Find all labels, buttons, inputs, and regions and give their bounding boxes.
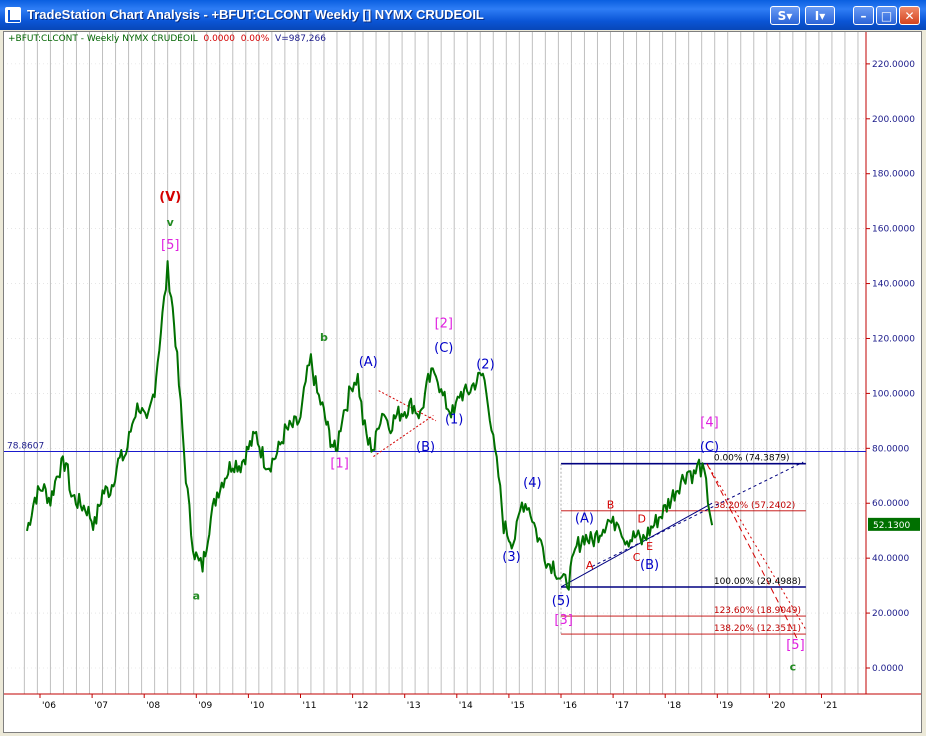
wave-label: (A) (575, 511, 594, 526)
y-tick-label: 200.0000 (872, 115, 915, 125)
tradestation-app-icon (5, 7, 21, 23)
wave-label: (1) (445, 413, 463, 428)
x-tick-label: '15 (511, 701, 525, 711)
fib-level-label: 138.20% (12.3511) (714, 624, 801, 634)
wave-label: c (790, 661, 797, 674)
wave-label: (2) (476, 358, 494, 373)
maximize-icon[interactable]: □ (876, 6, 897, 25)
x-tick-label: '08 (146, 701, 160, 711)
change-percent: 0.00% (240, 34, 270, 44)
trendline-triangle-top[interactable] (378, 390, 437, 422)
wave-label: (B) (416, 440, 435, 455)
wave-label: E (646, 540, 653, 553)
reference-line-group: 78.8607 (4, 441, 866, 452)
wave-label: A (586, 559, 594, 572)
x-tick-label: '12 (355, 701, 369, 711)
insert-menu-button[interactable]: I▾ (805, 6, 835, 25)
wave-label: (5) (552, 594, 570, 609)
wave-label: B (607, 499, 615, 512)
wave-label: (3) (502, 550, 520, 565)
wave-label: (C) (434, 341, 453, 356)
wave-label: C (633, 551, 641, 564)
wave-label: (B) (640, 558, 659, 573)
x-tick-label: '21 (824, 701, 838, 711)
x-tick-label: '14 (459, 701, 473, 711)
chart-area[interactable]: 78.8607 0.00% (74.3879) 38.20% (57.2402) 1… (3, 31, 922, 733)
fib-retracement-group[interactable]: 0.00% (74.3879) 38.20% (57.2402) 100.00% (… (560, 454, 806, 635)
volume-readout: V=987,266 (275, 34, 326, 44)
wave-label: [1] (330, 457, 348, 472)
y-tick-label: 0.0000 (872, 664, 904, 674)
price-chart[interactable]: 78.8607 0.00% (74.3879) 38.20% (57.2402) 1… (4, 32, 922, 733)
minimize-icon[interactable]: – (853, 6, 874, 25)
close-icon[interactable]: ✕ (899, 6, 920, 25)
wave-label: [3] (554, 613, 572, 628)
y-tick-label: 60.0000 (872, 499, 909, 509)
y-tick-label: 180.0000 (872, 170, 915, 180)
wave-label: [5] (786, 638, 804, 653)
trendline-projection-dashed[interactable] (706, 463, 807, 630)
x-tick-label: '19 (719, 701, 733, 711)
fib-level-label: 38.20% (57.2402) (714, 501, 795, 511)
y-tick-label: 80.0000 (872, 444, 909, 454)
x-axis-ticks: '06 '07 '08 '09 '10 '11 '12 '13 '14 '15 '16 '17 '18 '… (39, 694, 838, 711)
last-value-marker (868, 517, 920, 531)
y-tick-label: 100.0000 (872, 389, 915, 399)
wave-label: D (638, 512, 646, 525)
chart-header: +BFUT:CLCONT - Weekly NYMX CRUDEOIL 0.00… (8, 34, 326, 44)
x-tick-label: '07 (94, 701, 108, 711)
x-tick-label: '10 (250, 701, 264, 711)
y-tick-label: 160.0000 (872, 225, 915, 235)
fib-level-label: 123.60% (18.9049) (714, 606, 801, 616)
window-title: TradeStation Chart Analysis - +BFUT:CLCO… (27, 7, 484, 22)
symbol-label: +BFUT:CLCONT - Weekly NYMX CRUDEOIL (8, 34, 198, 44)
wave-label: v (167, 216, 175, 229)
trendline-channel-lower[interactable] (560, 502, 713, 588)
x-tick-label: '16 (563, 701, 577, 711)
wave-label: [2] (435, 316, 453, 331)
price-series-group: 52.1300 (26, 260, 920, 591)
grid-lines (7, 32, 866, 694)
fib-level-label: 0.00% (74.3879) (714, 454, 790, 464)
style-menu-button[interactable]: S▾ (770, 6, 800, 25)
x-tick-label: '13 (407, 701, 421, 711)
title-bar: TradeStation Chart Analysis - +BFUT:CLCO… (0, 0, 926, 30)
wave-label: a (193, 589, 200, 602)
trendline-triangle-bottom[interactable] (373, 414, 434, 457)
fib-level-label: 100.00% (29.4988) (714, 577, 801, 587)
x-tick-label: '11 (303, 701, 317, 711)
wave-labels-group: (V) v [5] a b (A) [2] (C) (2) (1) (B) [1] (4) (3) (5) [… (159, 190, 804, 674)
x-tick-label: '06 (42, 701, 56, 711)
y-tick-label: 40.0000 (872, 554, 909, 564)
x-tick-label: '09 (198, 701, 212, 711)
trendline-projection[interactable] (706, 463, 799, 641)
y-tick-label: 120.0000 (872, 334, 915, 344)
trendlines-group[interactable] (373, 390, 807, 641)
wave-label: (C) (700, 440, 719, 455)
x-tick-label: '17 (615, 701, 629, 711)
reference-line-label: 78.8607 (7, 441, 44, 451)
wave-label: [4] (700, 415, 718, 430)
wave-label: (4) (523, 476, 541, 491)
y-tick-label: 20.0000 (872, 609, 909, 619)
x-tick-label: '18 (667, 701, 681, 711)
wave-label: b (320, 331, 328, 344)
y-tick-label: 220.0000 (872, 60, 915, 70)
y-axis-ticks: 220.0000 200.0000 180.0000 160.0000 140.0000… (866, 60, 915, 674)
wave-label: (V) (159, 190, 181, 205)
last-value-label: 52.1300 (873, 521, 910, 531)
y-tick-label: 140.0000 (872, 280, 915, 290)
last-price: 0.0000 (203, 34, 235, 44)
price-line (26, 260, 714, 591)
x-tick-label: '20 (771, 701, 785, 711)
wave-label: [5] (161, 238, 179, 253)
wave-label: (A) (359, 355, 378, 370)
